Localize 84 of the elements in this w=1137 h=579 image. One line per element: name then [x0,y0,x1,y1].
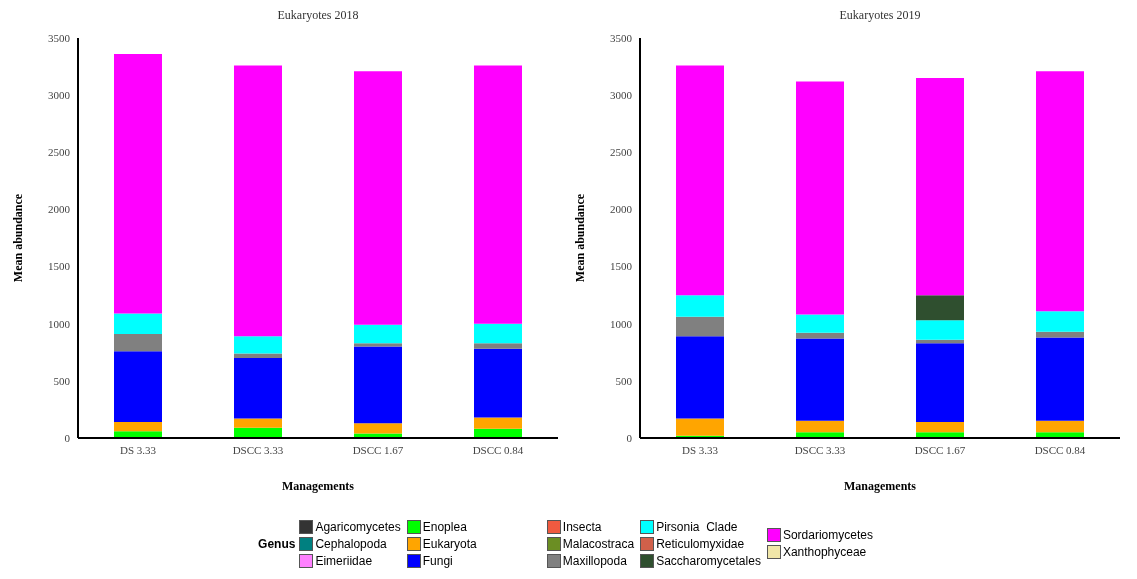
bar [676,295,724,317]
y-axis-title: Mean abundance [573,193,588,283]
bar [916,422,964,433]
bar [916,295,964,321]
legend-label: Xanthophyceae [782,545,867,559]
legend-label: Malacostraca [562,536,635,551]
bar [474,65,522,324]
bar [114,334,162,352]
bar [234,358,282,419]
legend-label: Pirsonia Clade [656,519,738,534]
x-tick-label: DSCC 3.33 [232,443,284,456]
legend-label: Insecta [562,519,602,534]
y-tick-label: 2000 [48,203,71,216]
bar [234,418,282,428]
bar [796,332,844,339]
bar [676,418,724,436]
y-tick-label: 1000 [610,317,633,330]
bar [916,78,964,296]
y-tick-label: 3500 [48,31,71,44]
legend-label: Agaricomycetes [315,519,401,534]
y-tick-label: 500 [53,374,71,387]
y-tick-label: 1000 [48,317,71,330]
bar [354,324,402,344]
legend-label: Eukaryota [422,536,477,551]
legend-label: Fungi [422,553,453,568]
bar [796,314,844,333]
bar [354,346,402,424]
y-tick-label: 3000 [610,89,633,102]
bar [234,353,282,358]
x-tick-label: DSCC 3.33 [794,443,846,456]
bar [1036,71,1084,312]
x-tick-label: DS 3.33 [681,443,719,456]
y-tick-label: 2500 [48,146,71,159]
bar [354,343,402,347]
y-tick-label: 0 [626,431,633,444]
x-tick-label: DSCC 1.67 [914,443,966,456]
legend-label: Reticulomyxidae [656,536,745,551]
bar [474,417,522,429]
legend-label: Sordariomycetes [782,528,873,542]
bar [114,422,162,432]
bar [1036,420,1084,433]
y-tick-label: 3000 [48,89,71,102]
y-tick-label: 500 [615,374,633,387]
bar [354,71,402,325]
chart-title: Eukaryotes 2018 [276,8,360,24]
bar [234,65,282,337]
bar [796,338,844,421]
chart-title: Eukaryotes 2019 [838,8,922,24]
bar [474,343,522,349]
bar [796,81,844,315]
bar [676,316,724,337]
x-axis-title: Managements [282,479,355,493]
y-tick-label: 1500 [610,260,633,273]
bar [474,323,522,344]
x-tick-label: DSCC 1.67 [352,443,404,456]
bar [916,320,964,340]
bar [354,423,402,434]
bar [114,313,162,334]
bar [796,420,844,433]
bar [1036,311,1084,332]
bar [1036,337,1084,421]
bar [234,336,282,354]
legend-label: Eimeriidae [315,553,373,568]
bar [676,336,724,419]
bar [474,348,522,418]
legend-label: Enoplea [422,519,467,534]
x-tick-label: DS 3.33 [119,443,157,456]
x-axis-title: Managements [844,479,917,493]
x-tick-label: DSCC 0.84 [472,443,524,456]
y-tick-label: 3500 [610,31,633,44]
y-tick-label: 1500 [48,260,71,273]
bar [676,65,724,296]
legend-label: Saccharomycetales [656,553,761,568]
y-axis-title: Mean abundance [11,193,26,283]
bar [114,351,162,422]
bar [916,343,964,422]
y-tick-label: 0 [64,431,71,444]
y-tick-label: 2500 [610,146,633,159]
y-tick-label: 2000 [610,203,633,216]
x-tick-label: DSCC 0.84 [1034,443,1086,456]
legend-title: Genus [258,536,296,551]
legend-label: Maxillopoda [562,553,627,568]
legend-label: Cephalopoda [315,536,387,551]
bar [114,54,162,314]
